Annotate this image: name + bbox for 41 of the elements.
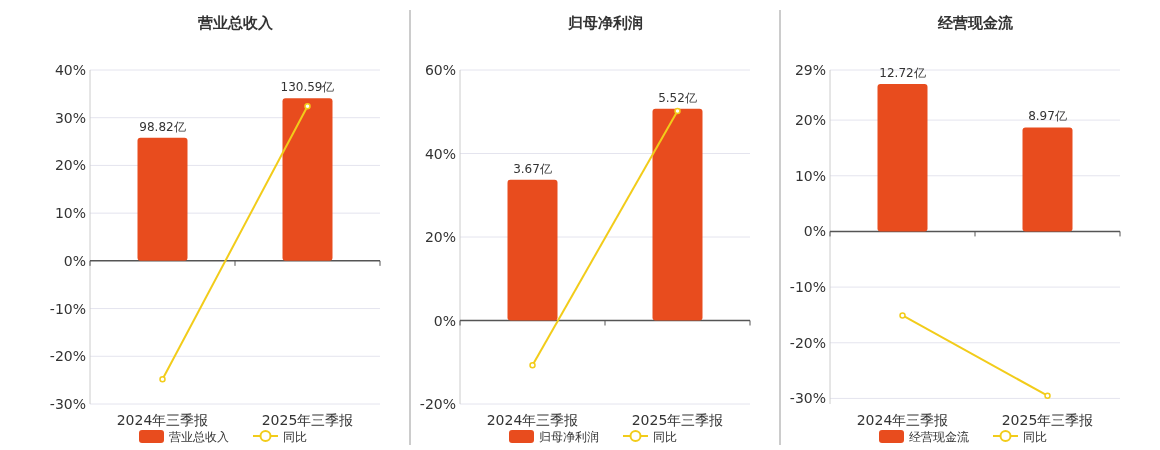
x-tick-label: 2024年三季报 xyxy=(856,412,949,428)
y-tick-label: 10% xyxy=(794,167,826,184)
x-tick-label: 2024年三季报 xyxy=(116,412,209,428)
legend-label: 经营现金流 xyxy=(909,430,969,444)
legend-label: 营业总收入 xyxy=(169,430,229,444)
y-tick-label: -20% xyxy=(49,348,86,365)
x-tick-label: 2025年三季报 xyxy=(261,412,354,428)
y-tick-label: 20% xyxy=(54,157,86,174)
legend-label: 同比 xyxy=(1023,430,1047,444)
y-tick-label: 40% xyxy=(54,62,86,78)
y-tick-label: 0% xyxy=(63,252,86,269)
y-tick-label: 29% xyxy=(794,62,826,78)
y-tick-label: -10% xyxy=(789,279,826,296)
y-tick-label: 60% xyxy=(424,62,456,78)
y-tick-label: 20% xyxy=(794,112,826,129)
data-label: 3.67亿 xyxy=(513,161,552,176)
y-tick-label: 10% xyxy=(54,205,86,222)
y-tick-label: -20% xyxy=(789,334,826,351)
x-tick-label: 2025年三季报 xyxy=(631,412,724,428)
y-tick-label: -30% xyxy=(49,396,86,412)
y-tick-label: 0% xyxy=(433,312,456,329)
y-tick-label: -30% xyxy=(789,390,826,407)
y-tick-label: 40% xyxy=(424,145,456,162)
legend-label: 归母净利润 xyxy=(539,430,599,444)
data-label: 12.72亿 xyxy=(879,65,926,80)
data-label: 8.97亿 xyxy=(1028,109,1067,124)
y-tick-label: -10% xyxy=(49,300,86,317)
data-label: 130.59亿 xyxy=(280,80,335,95)
x-tick-label: 2024年三季报 xyxy=(486,412,579,428)
y-tick-label: 30% xyxy=(54,109,86,126)
y-tick-label: 0% xyxy=(803,223,826,240)
chart-title: 经营现金流 xyxy=(936,14,1014,32)
chart-title: 归母净利润 xyxy=(566,14,643,32)
data-label: 5.52亿 xyxy=(658,90,697,105)
data-label: 98.82亿 xyxy=(139,119,186,134)
y-tick-label: -20% xyxy=(419,396,456,412)
x-tick-label: 2025年三季报 xyxy=(1001,412,1094,428)
legend-label: 同比 xyxy=(283,430,307,444)
chart-title: 营业总收入 xyxy=(196,14,274,32)
y-tick-label: 20% xyxy=(424,229,456,245)
legend-label: 同比 xyxy=(653,430,677,444)
